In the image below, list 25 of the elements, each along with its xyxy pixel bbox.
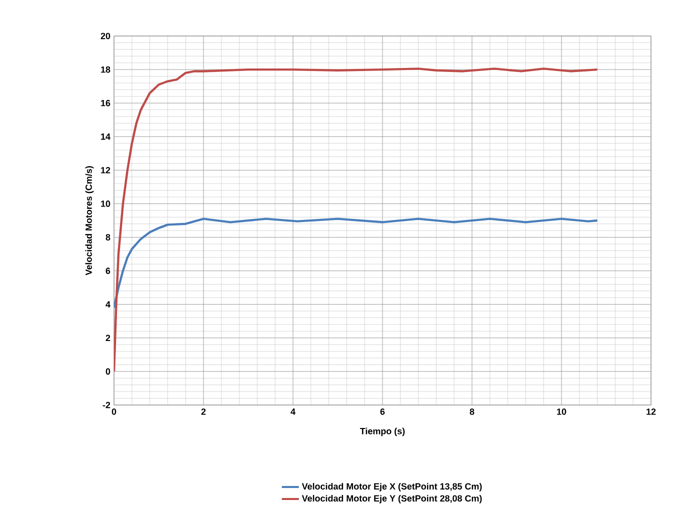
legend-label: Velocidad Motor Eje Y (SetPoint 28,08 Cm) xyxy=(302,494,482,504)
x-tick-label: 2 xyxy=(201,408,206,415)
legend-label: Velocidad Motor Eje X (SetPoint 13,85 Cm) xyxy=(302,482,482,492)
y-tick-label: 8 xyxy=(106,234,110,240)
y-tick-label: 10 xyxy=(101,200,110,207)
y-axis-title: Velocidad Motores (Cm/s) xyxy=(85,166,94,276)
y-tick-label: 14 xyxy=(101,134,110,140)
line-series xyxy=(114,218,598,309)
x-tick-label: 10 xyxy=(557,408,566,415)
y-tick-label: 2 xyxy=(106,334,110,342)
y-tick-label: 18 xyxy=(101,66,110,73)
y-tick-label: 0 xyxy=(106,368,110,375)
y-tick-label: 4 xyxy=(106,301,110,308)
x-tick-label: 0 xyxy=(112,408,116,415)
x-axis-title: Tiempo (s) xyxy=(360,428,405,436)
x-tick-label: 12 xyxy=(646,408,656,415)
x-tick-label: 4 xyxy=(290,408,296,415)
x-tick-label: 8 xyxy=(470,408,474,415)
y-tick-label: 16 xyxy=(101,100,110,106)
y-tick-label: 20 xyxy=(100,32,110,40)
y-tick-label: 6 xyxy=(106,268,110,274)
x-tick-label: 6 xyxy=(380,408,385,415)
y-tick-label: 12 xyxy=(101,167,110,174)
y-tick-label: -2 xyxy=(102,402,110,408)
line-series xyxy=(114,68,598,373)
